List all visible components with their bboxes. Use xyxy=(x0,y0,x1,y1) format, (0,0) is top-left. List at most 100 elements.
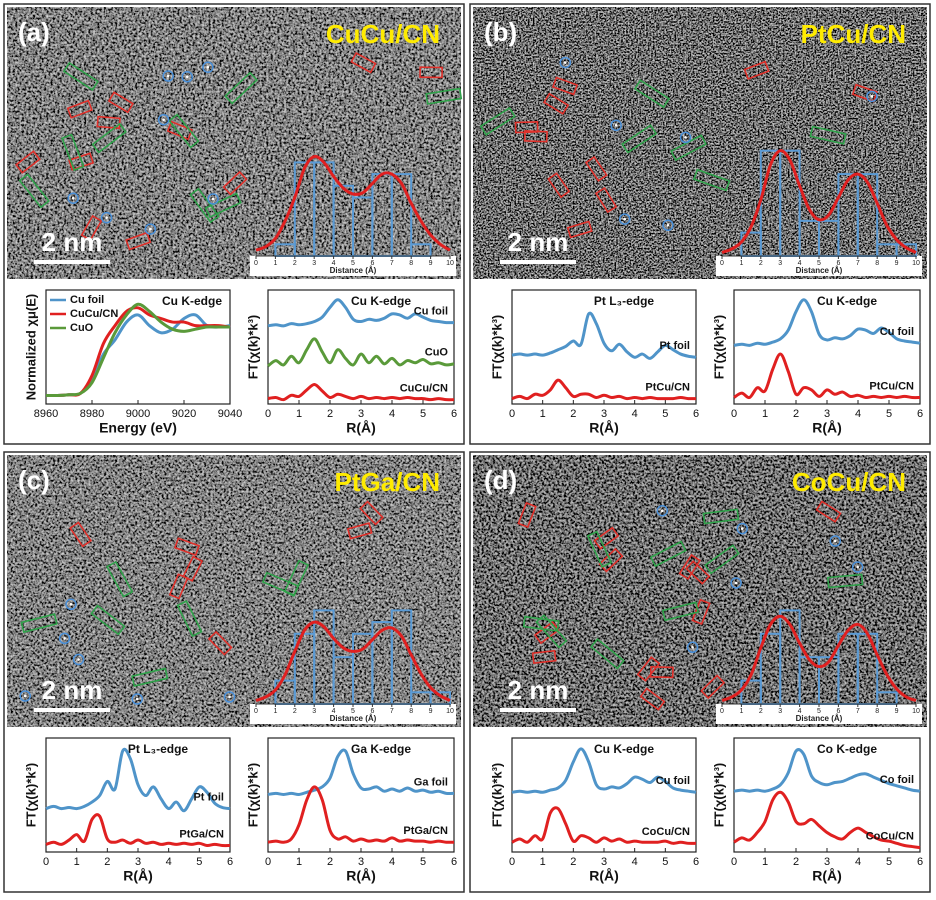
x-tick-label: 6 xyxy=(693,856,699,868)
pair-marker xyxy=(692,168,731,192)
pair-marker xyxy=(851,83,878,103)
x-tick-label: 2 xyxy=(759,708,763,715)
pair-marker xyxy=(125,231,152,251)
fit-curve xyxy=(255,620,451,702)
x-tick-label: 6 xyxy=(227,856,233,868)
pair-marker xyxy=(649,540,687,568)
pair-marker xyxy=(105,560,134,598)
series-label: CuCu/CN xyxy=(400,383,448,395)
single-atom-marker xyxy=(559,56,572,69)
x-tick-label: 2 xyxy=(793,408,799,420)
single-atom-marker xyxy=(65,598,77,611)
scale-bar-label: 2 nm xyxy=(42,675,103,705)
atom-dot xyxy=(833,539,837,543)
x-tick-label: 8 xyxy=(875,260,879,267)
scale-bar xyxy=(500,260,576,264)
x-tick-label: 5 xyxy=(886,856,892,868)
x-tick-label: 0 xyxy=(509,856,515,868)
pair-marker xyxy=(18,173,50,209)
histogram-axis-band xyxy=(716,704,922,724)
single-atom-marker xyxy=(736,522,748,535)
x-tick-label: 3 xyxy=(312,708,316,715)
pair-marker xyxy=(62,61,99,91)
x-tick-label: 3 xyxy=(358,856,364,868)
x-tick-label: 5 xyxy=(817,708,821,715)
pair-marker xyxy=(691,598,711,625)
x-tick-label: 10 xyxy=(446,708,454,715)
x-tick-label: 3 xyxy=(824,408,830,420)
pair-marker xyxy=(661,601,700,622)
atom-dot xyxy=(691,645,694,649)
pair-marker xyxy=(649,666,674,679)
x-tick-label: 9 xyxy=(895,708,899,715)
x-tick-label: 5 xyxy=(662,408,668,420)
pair-marker xyxy=(593,526,620,550)
series-label: Pt foil xyxy=(193,791,224,803)
x-tick-label: 0 xyxy=(731,408,737,420)
series-line xyxy=(511,378,697,401)
pair-marker xyxy=(702,508,740,525)
x-tick-label: 9000 xyxy=(126,408,150,420)
single-atom-marker xyxy=(730,577,742,589)
atom-dot xyxy=(734,581,738,585)
x-tick-label: 2 xyxy=(327,408,333,420)
pair-marker xyxy=(176,600,203,638)
scale-bar xyxy=(34,708,110,712)
x-tick-label: 7 xyxy=(856,708,860,715)
x-tick-label: 4 xyxy=(632,408,638,420)
x-tick-label: 3 xyxy=(778,708,782,715)
x-tick-label: 0 xyxy=(731,856,737,868)
series-label: Pt foil xyxy=(659,340,690,352)
x-axis-label: R(Å) xyxy=(346,868,376,884)
x-tick-label: 2 xyxy=(104,856,110,868)
x-tick-label: 0 xyxy=(254,708,258,715)
pair-marker xyxy=(826,573,864,589)
x-tick-label: 5 xyxy=(196,856,202,868)
single-atom-marker xyxy=(19,690,31,702)
chart-title: Cu K-edge xyxy=(162,294,222,308)
y-axis-label: FT(χ(k)*k³) xyxy=(711,315,726,380)
x-tick-label: 5 xyxy=(351,708,355,715)
x-axis-label: R(Å) xyxy=(812,420,842,436)
series-line xyxy=(267,337,455,368)
pair-marker xyxy=(80,214,103,242)
pair-marker xyxy=(131,667,169,687)
pair-marker xyxy=(636,656,661,682)
panel-label: (a) xyxy=(18,17,50,47)
x-tick-label: 5 xyxy=(662,856,668,868)
series-line xyxy=(733,298,921,347)
x-tick-label: 9 xyxy=(895,260,899,267)
series-label: Cu foil xyxy=(414,305,448,317)
pair-marker xyxy=(566,220,593,239)
atom-dot xyxy=(228,695,231,699)
pair-marker xyxy=(20,613,58,634)
chart-title: Pt L₃-edge xyxy=(594,294,655,308)
x-tick-label: 3 xyxy=(601,408,607,420)
x-tick-label: 4 xyxy=(332,260,336,267)
pair-marker xyxy=(594,186,618,214)
single-atom-marker xyxy=(157,113,170,126)
x-tick-label: 9040 xyxy=(218,408,242,420)
legend-label: Cu foil xyxy=(70,294,104,306)
x-tick-label: 4 xyxy=(389,408,395,420)
single-atom-marker xyxy=(131,693,144,705)
x-tick-label: 3 xyxy=(312,260,316,267)
atom-dot xyxy=(166,74,170,78)
atom-dot xyxy=(71,196,75,200)
pair-marker xyxy=(704,544,740,575)
pair-marker xyxy=(66,99,93,119)
x-tick-label: 6 xyxy=(917,408,923,420)
chart-title: Cu K-edge xyxy=(351,294,411,308)
x-tick-label: 4 xyxy=(166,856,172,868)
pair-marker xyxy=(224,71,259,105)
x-axis-label: Distance (Å) xyxy=(796,714,843,723)
y-axis-label: FT(χ(k)*k³) xyxy=(489,763,504,828)
pair-marker xyxy=(685,560,711,585)
x-axis-label: Energy (eV) xyxy=(99,420,177,436)
pair-marker xyxy=(204,192,242,219)
atom-dot xyxy=(666,223,670,227)
chart-title: Co K-edge xyxy=(817,742,877,756)
series-label: Ga foil xyxy=(414,776,448,788)
x-axis-label: Distance (Å) xyxy=(330,714,377,723)
